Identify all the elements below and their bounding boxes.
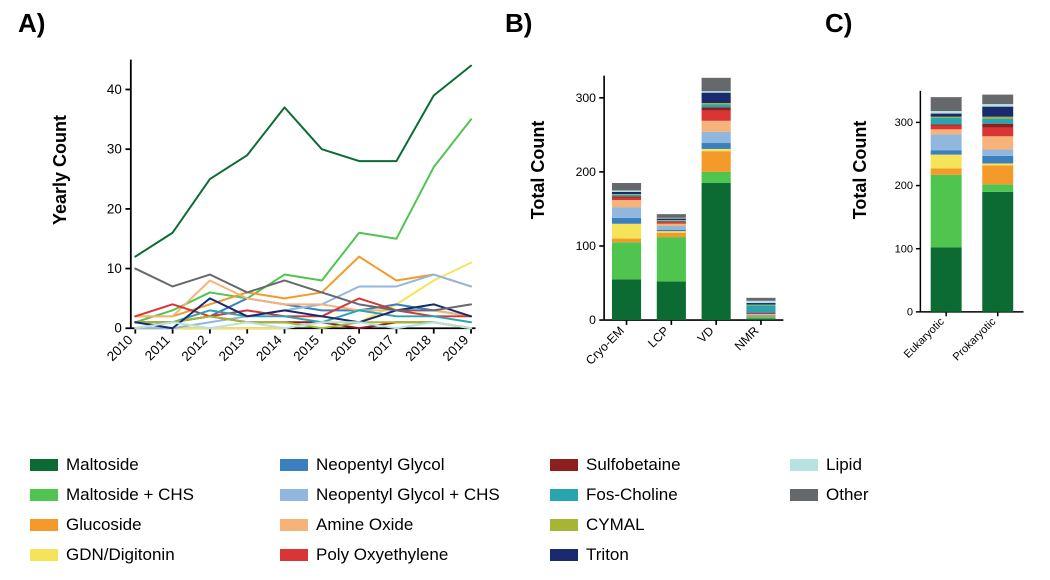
svg-text:2018: 2018 (402, 332, 434, 364)
legend-item-neopentyl: Neopentyl Glycol (280, 450, 540, 480)
svg-text:30: 30 (107, 142, 122, 157)
swatch-gdn (30, 549, 58, 561)
legend-item-triton: Triton (550, 540, 780, 570)
figure-root: A) B) C) Yearly Count Total Count Total … (0, 0, 1050, 580)
legend-item-poly_oxy: Poly Oxyethylene (280, 540, 540, 570)
swatch-amine_oxide (280, 519, 308, 531)
swatch-fos (550, 489, 578, 501)
svg-text:10: 10 (107, 261, 122, 276)
panel-label-c: C) (825, 8, 852, 39)
svg-text:2013: 2013 (216, 332, 248, 364)
swatch-neopentyl_chs (280, 489, 308, 501)
swatch-triton (550, 549, 578, 561)
svg-text:40: 40 (107, 82, 122, 97)
svg-text:20: 20 (107, 201, 122, 216)
legend-label: Triton (586, 545, 629, 565)
chart-a: 0102030402010201120122013201420152016201… (95, 37, 480, 427)
legend: Maltoside Maltoside + CHS Glucoside GDN/Dig… (30, 450, 1030, 570)
ylabel-a: Yearly Count (50, 60, 71, 280)
svg-text:VD: VD (695, 324, 717, 346)
legend-item-fos: Fos-Choline (550, 480, 780, 510)
legend-label: Lipid (826, 455, 862, 475)
legend-item-maltoside: Maltoside (30, 450, 270, 480)
legend-item-maltoside_chs: Maltoside + CHS (30, 480, 270, 510)
swatch-lipid (790, 459, 818, 471)
legend-label: Maltoside (66, 455, 139, 475)
svg-text:Cryo-EM: Cryo-EM (583, 324, 627, 368)
svg-text:0: 0 (907, 307, 913, 319)
legend-label: Other (826, 485, 869, 505)
legend-label: Maltoside + CHS (66, 485, 194, 505)
legend-label: Glucoside (66, 515, 142, 535)
svg-text:2010: 2010 (104, 332, 136, 364)
legend-label: Sulfobetaine (586, 455, 681, 475)
chart-c: 0 100 200 300 EukaryoticProkaryotic (885, 37, 1025, 432)
svg-text:300: 300 (576, 91, 597, 105)
svg-text:2017: 2017 (365, 332, 397, 364)
legend-label: Neopentyl Glycol + CHS (316, 485, 500, 505)
legend-label: Neopentyl Glycol (316, 455, 445, 475)
panel-label-a: A) (18, 8, 45, 39)
chart-b: 0 100 200 300 Cryo-EM LCP VD NMR (565, 37, 785, 432)
svg-text:2011: 2011 (142, 332, 173, 363)
ylabel-b: Total Count (528, 60, 549, 280)
svg-text:2016: 2016 (328, 332, 360, 364)
swatch-maltoside_chs (30, 489, 58, 501)
swatch-cymal (550, 519, 578, 531)
svg-text:NMR: NMR (732, 324, 762, 354)
legend-item-glucoside: Glucoside (30, 510, 270, 540)
legend-item-lipid: Lipid (790, 450, 990, 480)
swatch-glucoside (30, 519, 58, 531)
svg-text:Prokaryotic: Prokaryotic (951, 315, 999, 363)
legend-label: Fos-Choline (586, 485, 678, 505)
legend-item-gdn: GDN/Digitonin (30, 540, 270, 570)
svg-text:2019: 2019 (440, 332, 472, 364)
swatch-neopentyl (280, 459, 308, 471)
legend-item-amine_oxide: Amine Oxide (280, 510, 540, 540)
svg-text:2012: 2012 (179, 332, 211, 364)
legend-item-sulfobetaine: Sulfobetaine (550, 450, 780, 480)
swatch-other (790, 489, 818, 501)
legend-item-cymal: CYMAL (550, 510, 780, 540)
legend-label: Poly Oxyethylene (316, 545, 448, 565)
panel-label-b: B) (505, 8, 532, 39)
ylabel-c: Total Count (850, 60, 871, 280)
legend-label: Amine Oxide (316, 515, 413, 535)
svg-text:200: 200 (576, 165, 597, 179)
svg-text:0: 0 (589, 313, 596, 327)
svg-text:100: 100 (895, 243, 913, 255)
svg-text:300: 300 (895, 117, 913, 129)
svg-text:200: 200 (895, 180, 913, 192)
svg-text:Eukaryotic: Eukaryotic (902, 315, 947, 360)
legend-item-other: Other (790, 480, 990, 510)
svg-text:2014: 2014 (253, 332, 285, 364)
swatch-poly_oxy (280, 549, 308, 561)
legend-label: CYMAL (586, 515, 645, 535)
legend-item-neopentyl_chs: Neopentyl Glycol + CHS (280, 480, 540, 510)
swatch-sulfobetaine (550, 459, 578, 471)
swatch-maltoside (30, 459, 58, 471)
legend-label: GDN/Digitonin (66, 545, 175, 565)
svg-text:0: 0 (114, 321, 121, 336)
svg-text:LCP: LCP (645, 324, 672, 351)
svg-text:2015: 2015 (290, 332, 322, 364)
svg-text:100: 100 (576, 239, 597, 253)
